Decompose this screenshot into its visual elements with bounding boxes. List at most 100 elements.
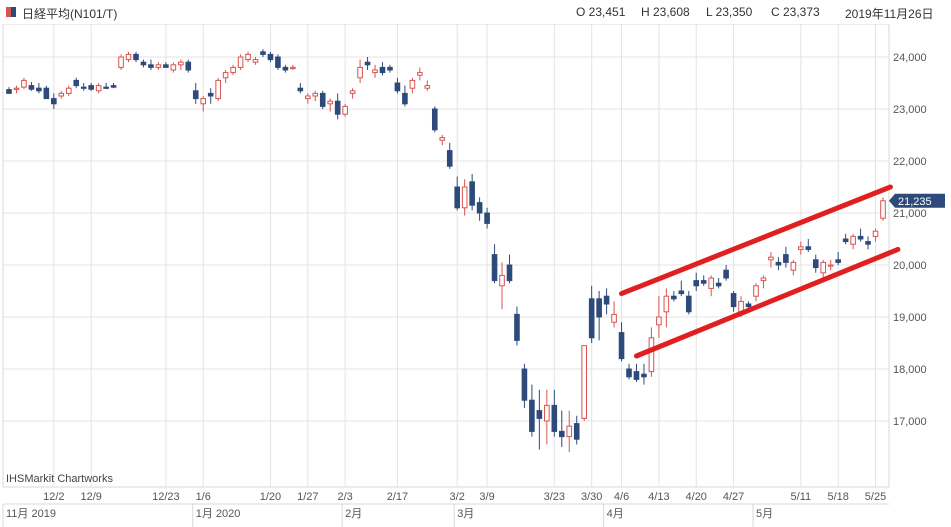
candle-up[interactable] — [312, 92, 319, 97]
candle-up[interactable] — [461, 186, 468, 209]
instrument-name[interactable]: 日経平均(N101/T) — [22, 7, 118, 21]
candle-down[interactable] — [715, 282, 722, 287]
candle-down[interactable] — [51, 98, 57, 105]
candle-down[interactable] — [454, 186, 460, 209]
candle-up[interactable] — [21, 79, 27, 88]
candle-up[interactable] — [656, 316, 662, 326]
candle-up[interactable] — [753, 285, 759, 297]
candle-down[interactable] — [133, 53, 139, 61]
candle-down[interactable] — [596, 298, 602, 318]
candle-up[interactable] — [245, 53, 251, 61]
candle-down[interactable] — [469, 181, 475, 206]
candle-up[interactable] — [611, 313, 617, 323]
candle-down[interactable] — [588, 298, 595, 339]
candle-up[interactable] — [230, 66, 236, 74]
candle-up[interactable] — [760, 277, 767, 282]
candle-up[interactable] — [880, 200, 886, 219]
candle-down[interactable] — [334, 100, 341, 115]
candle-down[interactable] — [842, 238, 849, 243]
candle-up[interactable] — [499, 274, 505, 287]
candle-down[interactable] — [207, 92, 214, 97]
candle-down[interactable] — [28, 85, 35, 90]
candle-up[interactable] — [222, 72, 229, 79]
candle-down[interactable] — [536, 410, 543, 419]
candle-up[interactable] — [342, 105, 348, 115]
candle-down[interactable] — [521, 368, 528, 401]
candle-down[interactable] — [148, 64, 154, 68]
candle-down[interactable] — [678, 290, 685, 295]
candle-down[interactable] — [685, 295, 692, 313]
candle-up[interactable] — [544, 404, 550, 422]
candle-up[interactable] — [349, 90, 356, 94]
candle-down[interactable] — [484, 212, 490, 224]
candle-down[interactable] — [394, 82, 401, 92]
candle-down[interactable] — [185, 61, 192, 71]
candle-down[interactable] — [6, 89, 12, 94]
candle-down[interactable] — [812, 259, 819, 269]
candle-down[interactable] — [857, 235, 864, 240]
candle-up[interactable] — [850, 235, 856, 245]
candle-down[interactable] — [835, 259, 841, 263]
candle-down[interactable] — [476, 202, 483, 214]
candle-down[interactable] — [491, 254, 498, 282]
candle-down[interactable] — [573, 423, 580, 440]
candle-down[interactable] — [618, 332, 625, 360]
candle-up[interactable] — [95, 85, 102, 92]
candle-down[interactable] — [275, 56, 281, 68]
candle-down[interactable] — [267, 53, 274, 61]
candle-up[interactable] — [237, 56, 244, 68]
candle-up[interactable] — [798, 246, 804, 250]
candle-down[interactable] — [745, 303, 752, 308]
candle-down[interactable] — [641, 373, 647, 378]
candle-up[interactable] — [409, 79, 416, 89]
candle-down[interactable] — [319, 92, 326, 107]
candle-up[interactable] — [178, 61, 184, 66]
candle-down[interactable] — [551, 404, 558, 432]
candle-down[interactable] — [110, 85, 117, 88]
candle-up[interactable] — [200, 98, 207, 105]
candle-down[interactable] — [514, 313, 520, 341]
candle-up[interactable] — [252, 59, 259, 63]
candle-down[interactable] — [80, 86, 87, 89]
candle-up[interactable] — [357, 66, 363, 79]
candle-up[interactable] — [439, 137, 446, 141]
candle-down[interactable] — [775, 261, 782, 266]
candlestick-chart[interactable]: 24,000 23,000 22,000 21,000 20,000 19,000 18,0… — [0, 24, 951, 527]
candle-up[interactable] — [417, 72, 423, 76]
candle-up[interactable] — [305, 95, 311, 100]
candle-down[interactable] — [36, 87, 42, 92]
candle-down[interactable] — [865, 241, 871, 245]
candle-up[interactable] — [790, 261, 797, 271]
candle-up[interactable] — [424, 85, 431, 89]
candle-up[interactable] — [170, 64, 177, 71]
candle-down[interactable] — [700, 280, 707, 284]
candle-down[interactable] — [693, 280, 700, 287]
candle-up[interactable] — [290, 66, 296, 70]
candle-down[interactable] — [73, 79, 80, 87]
candle-up[interactable] — [13, 87, 20, 90]
candle-up[interactable] — [327, 100, 334, 105]
candle-down[interactable] — [446, 150, 453, 167]
candle-up[interactable] — [155, 64, 162, 68]
candle-up[interactable] — [768, 256, 774, 261]
candle-down[interactable] — [387, 66, 393, 71]
candle-down[interactable] — [88, 85, 94, 90]
candle-down[interactable] — [529, 399, 535, 432]
candle-down[interactable] — [140, 61, 147, 66]
candle-up[interactable] — [872, 230, 879, 237]
candle-up[interactable] — [118, 56, 124, 68]
candle-up[interactable] — [827, 264, 834, 267]
candle-down[interactable] — [260, 51, 266, 55]
candle-up[interactable] — [708, 277, 714, 289]
candle-up[interactable] — [648, 337, 655, 373]
candle-down[interactable] — [805, 246, 812, 250]
candle-down[interactable] — [103, 86, 109, 89]
candle-down[interactable] — [783, 254, 789, 263]
candle-up[interactable] — [372, 69, 378, 74]
candle-down[interactable] — [506, 264, 513, 282]
candle-down[interactable] — [379, 66, 386, 74]
candle-down[interactable] — [297, 87, 304, 92]
candle-down[interactable] — [730, 293, 737, 308]
candle-up[interactable] — [581, 345, 587, 419]
candle-up[interactable] — [820, 261, 827, 274]
